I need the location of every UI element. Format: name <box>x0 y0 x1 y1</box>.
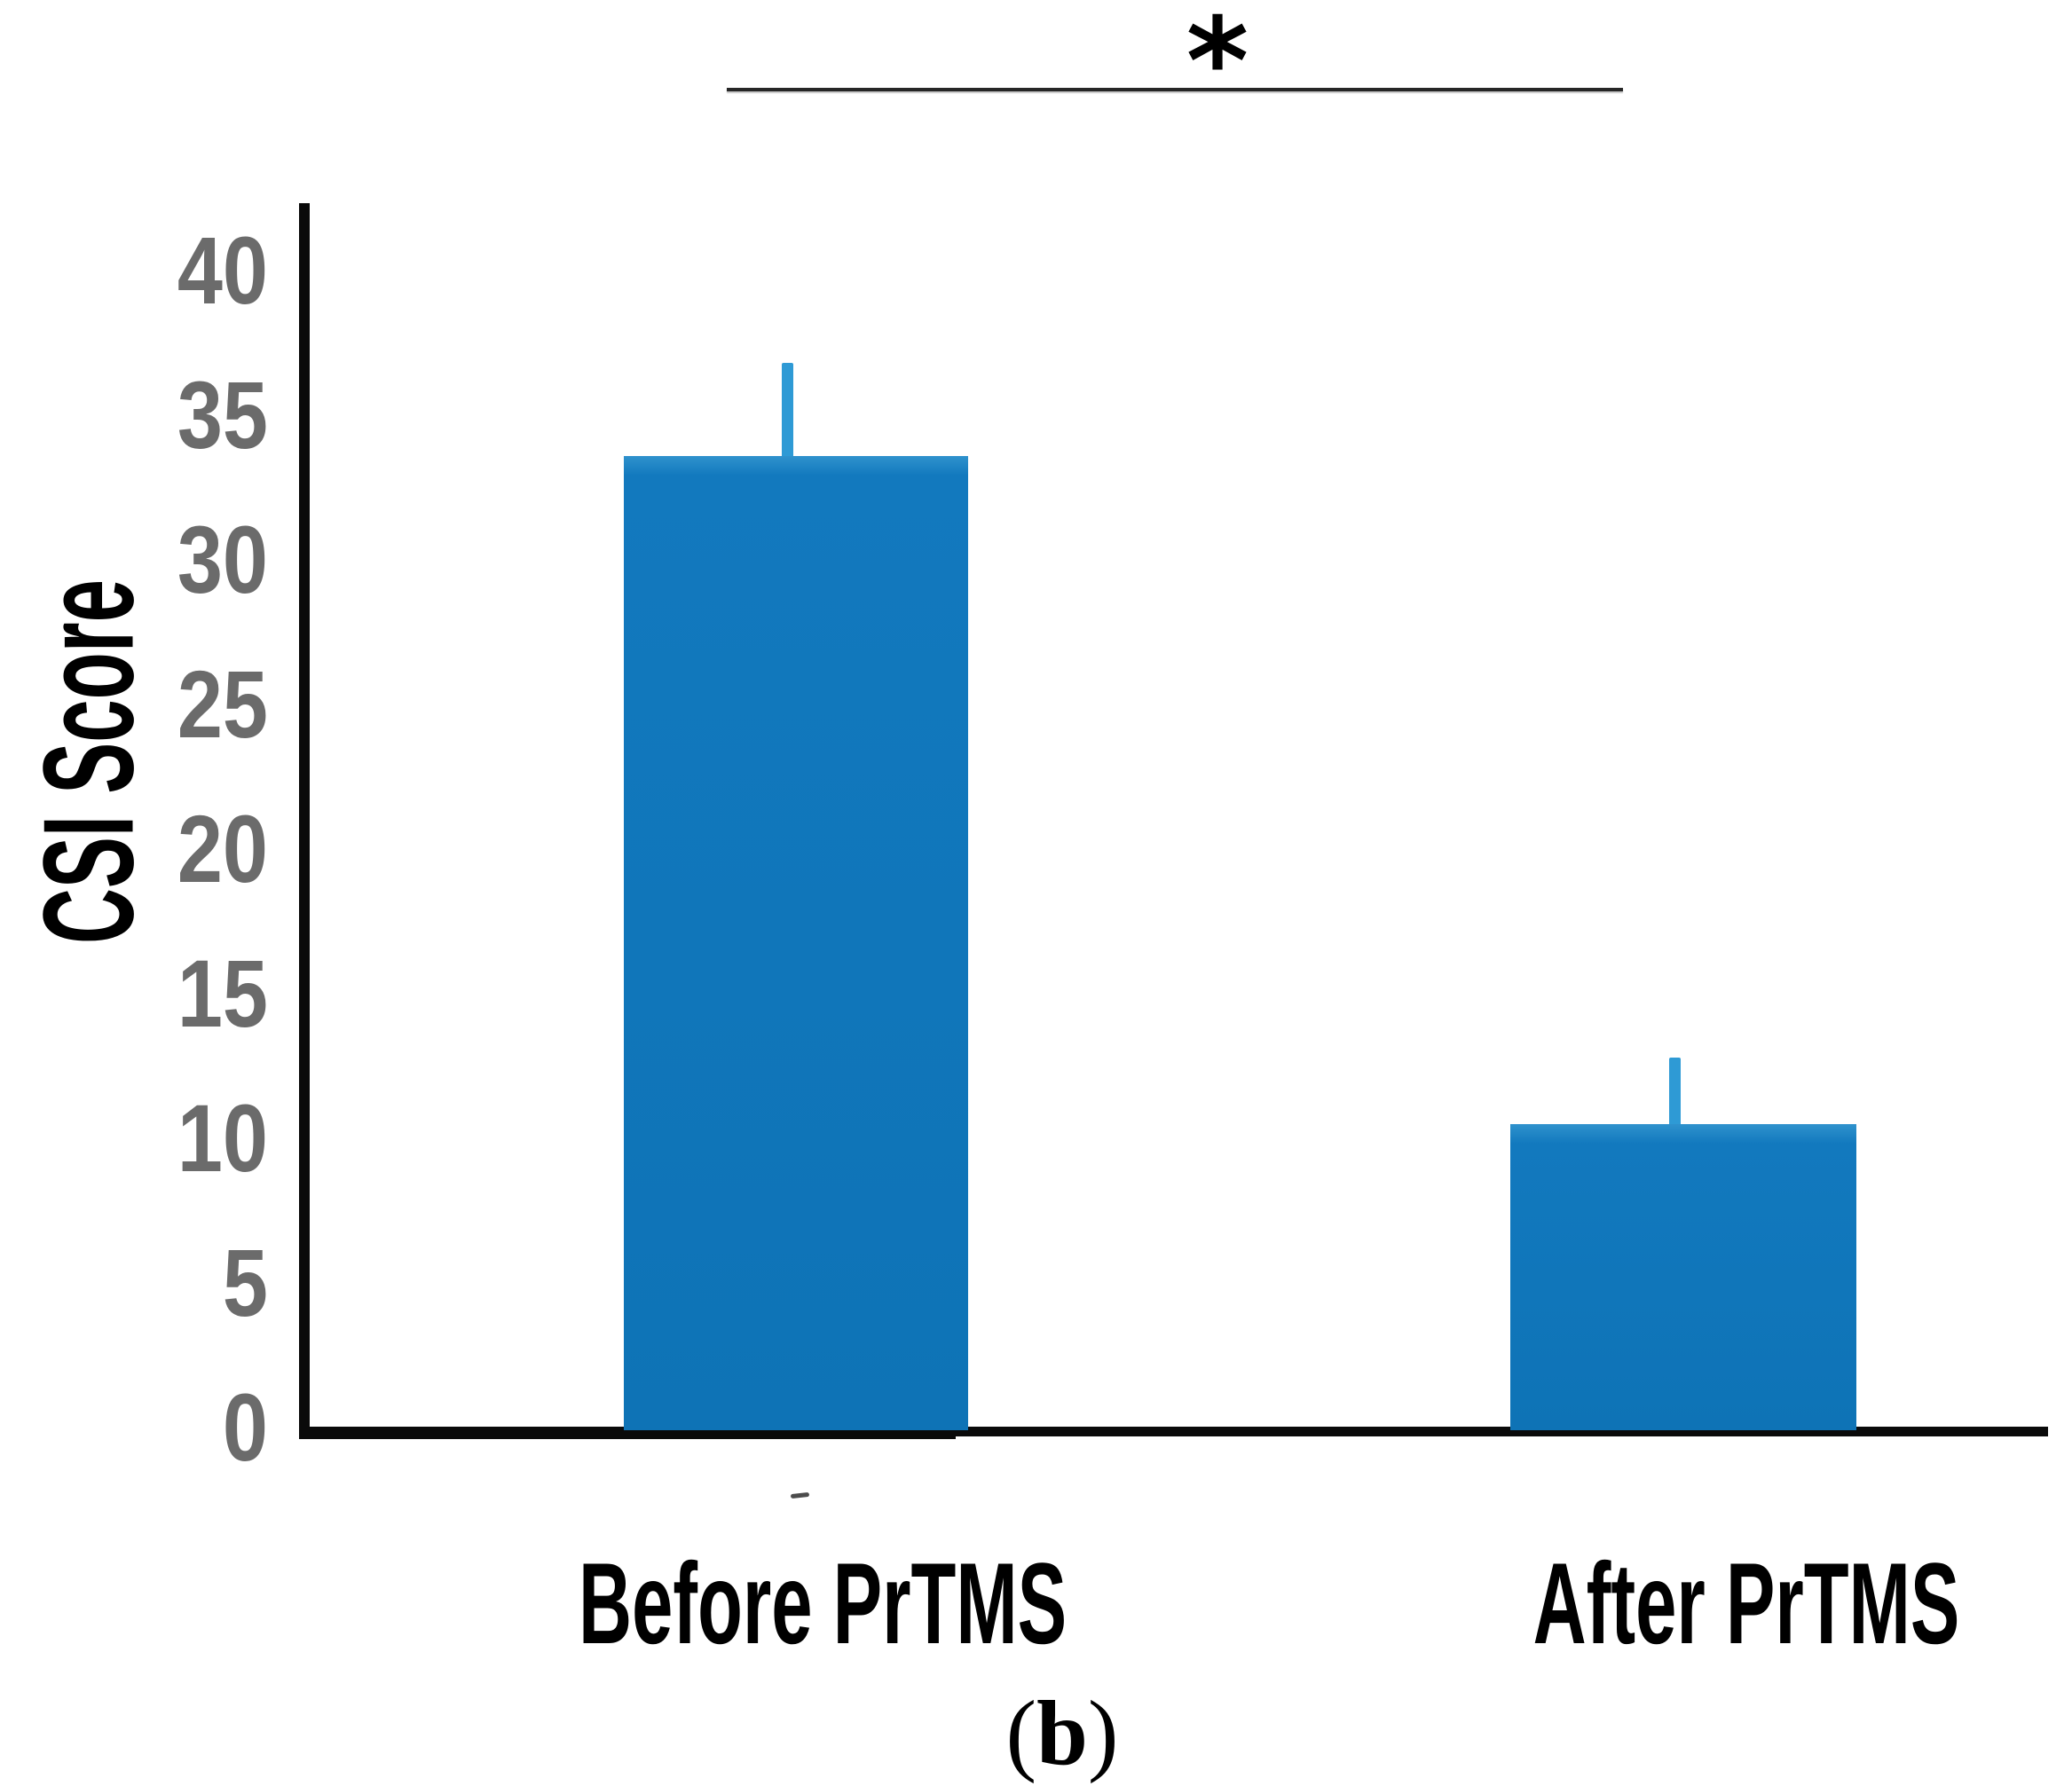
y-tick-label-15: 15 <box>177 940 268 1047</box>
y-tick-label-35: 35 <box>177 361 268 468</box>
bar-after-prtms <box>1510 1123 1856 1430</box>
x-axis-line-thick-segment <box>299 1433 956 1439</box>
x-category-label-before: Before PrTMS <box>579 1538 1068 1668</box>
error-bar-after-prtms <box>1668 1057 1681 1133</box>
y-tick-label-5: 5 <box>222 1229 268 1336</box>
caption-paren-close: ) <box>1087 1682 1119 1784</box>
x-axis-line <box>299 1427 2048 1436</box>
y-tick-label-40: 40 <box>177 216 268 324</box>
significance-line <box>727 88 1623 91</box>
y-tick-label-0: 0 <box>222 1373 268 1481</box>
error-bar-before-prtms <box>781 363 793 465</box>
y-tick-label-20: 20 <box>177 795 268 902</box>
caption-paren-open: ( <box>1005 1682 1037 1784</box>
x-category-label-after: After PrTMS <box>1532 1538 1960 1668</box>
y-tick-label-25: 25 <box>177 650 268 758</box>
figure-caption: (b) <box>885 1688 1240 1780</box>
x-axis-minor-dash <box>790 1491 810 1499</box>
caption-letter: b <box>1036 1682 1088 1784</box>
significance-asterisk: * <box>1186 0 1249 131</box>
y-tick-label-10: 10 <box>177 1084 268 1192</box>
y-axis-line <box>299 203 310 1436</box>
bar-before-prtms <box>624 455 968 1430</box>
y-tick-label-30: 30 <box>177 506 268 613</box>
